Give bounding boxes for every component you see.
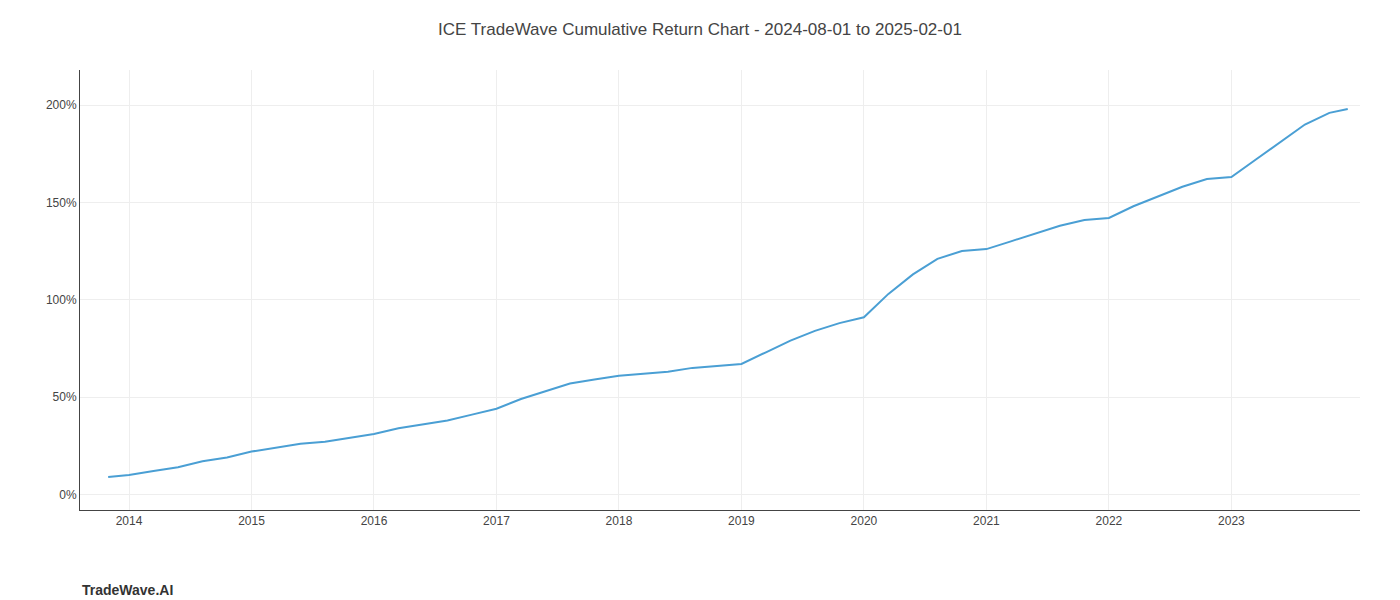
svg-text:2022: 2022	[1096, 514, 1123, 528]
svg-text:200%: 200%	[46, 98, 77, 112]
svg-text:ICE TradeWave Cumulative Retur: ICE TradeWave Cumulative Return Chart - …	[438, 20, 962, 39]
svg-text:100%: 100%	[46, 293, 77, 307]
svg-text:2023: 2023	[1218, 514, 1245, 528]
svg-text:2021: 2021	[973, 514, 1000, 528]
svg-text:0%: 0%	[59, 488, 77, 502]
svg-text:150%: 150%	[46, 196, 77, 210]
svg-text:2016: 2016	[361, 514, 388, 528]
svg-text:2017: 2017	[483, 514, 510, 528]
svg-text:50%: 50%	[53, 390, 77, 404]
svg-text:2015: 2015	[238, 514, 265, 528]
svg-text:2018: 2018	[606, 514, 633, 528]
svg-text:2019: 2019	[728, 514, 755, 528]
svg-text:2020: 2020	[851, 514, 878, 528]
svg-text:TradeWave.AI: TradeWave.AI	[82, 582, 173, 598]
svg-text:2014: 2014	[116, 514, 143, 528]
